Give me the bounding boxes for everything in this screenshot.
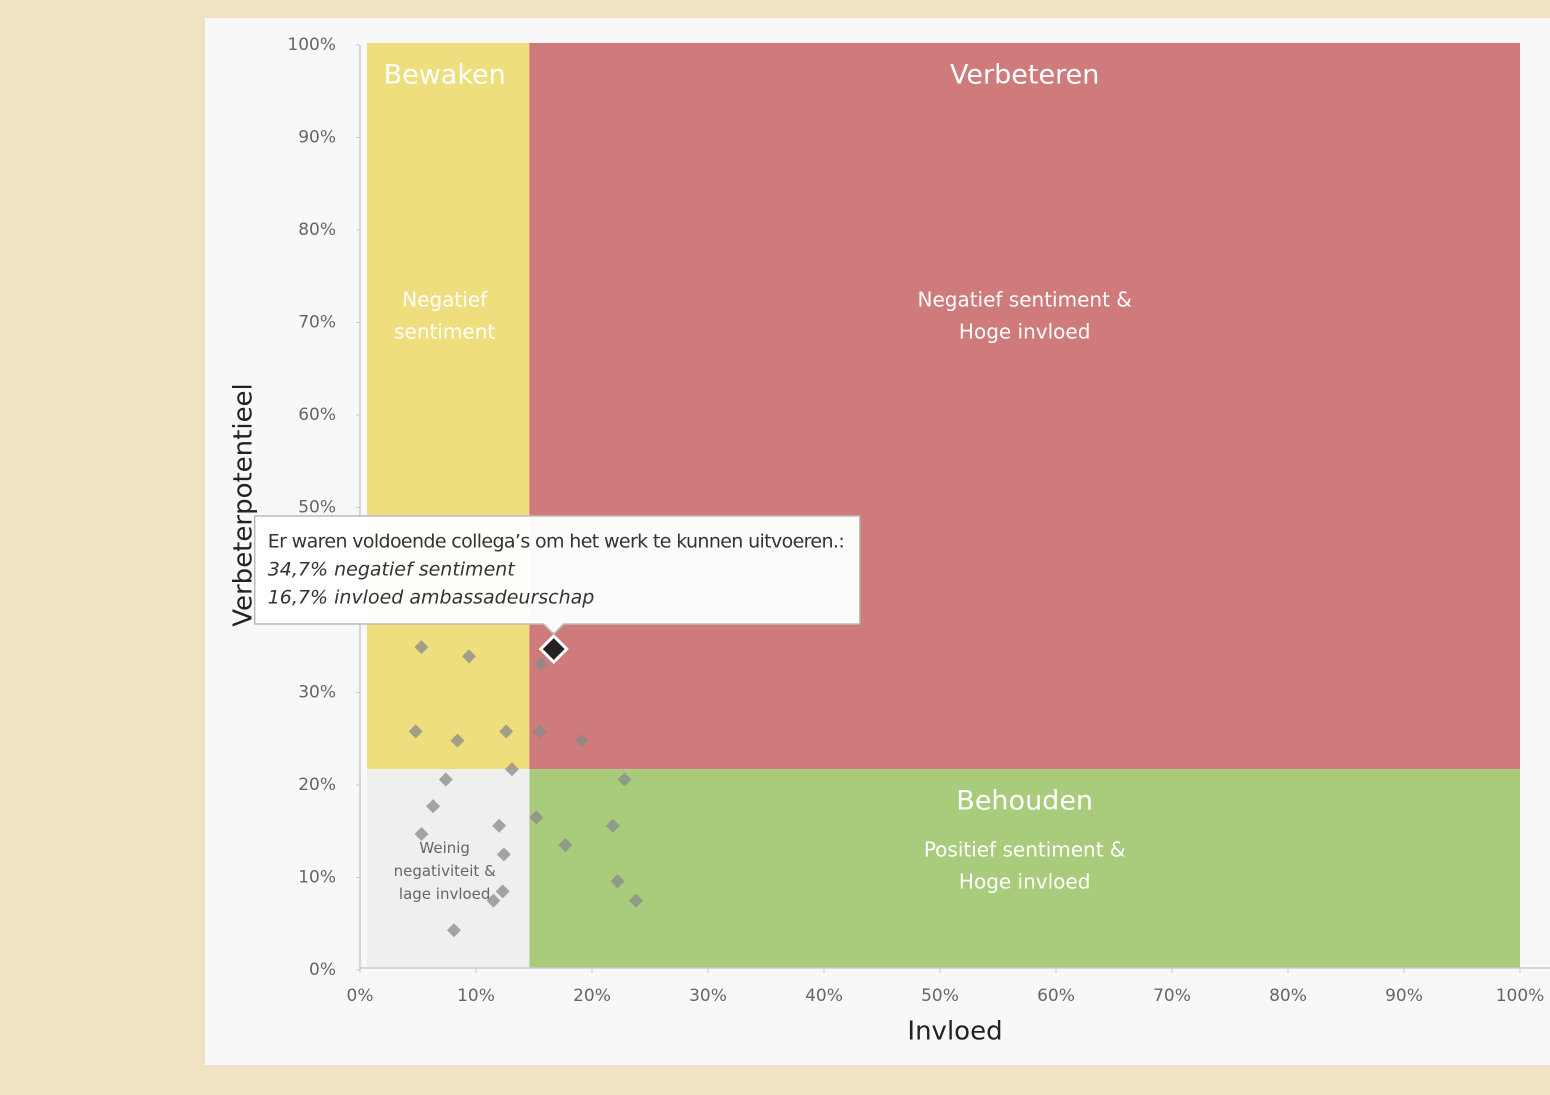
quadrant-label: Weinig xyxy=(419,839,470,857)
y-tick-label: 60% xyxy=(298,405,336,425)
x-tick-label: 70% xyxy=(1153,986,1191,1006)
quadrant-label: Negatief sentiment & xyxy=(917,288,1131,312)
quadrant-label: Hoge invloed xyxy=(959,870,1091,894)
x-tick-label: 100% xyxy=(1496,986,1545,1006)
quadrant-label: Hoge invloed xyxy=(959,320,1091,344)
y-tick-label: 90% xyxy=(298,128,336,148)
x-axis-title: Invloed xyxy=(907,1017,1002,1047)
y-tick-label: 100% xyxy=(287,35,336,55)
y-tick-label: 70% xyxy=(298,313,336,333)
x-tick-label: 40% xyxy=(805,986,843,1006)
quadrant-label: sentiment xyxy=(394,320,495,344)
x-tick-label: 90% xyxy=(1385,986,1423,1006)
y-tick-label: 20% xyxy=(298,775,336,795)
quadrant-title: Verbeteren xyxy=(950,60,1099,91)
quadrant xyxy=(529,43,1520,769)
y-tick-label: 10% xyxy=(298,868,336,888)
x-tick-label: 10% xyxy=(457,986,495,1006)
tooltip-line: Er waren voldoende collega’s om het werk… xyxy=(268,531,845,553)
x-tick-label: 60% xyxy=(1037,986,1075,1006)
y-tick-label: 30% xyxy=(298,683,336,703)
x-tick-label: 20% xyxy=(573,986,611,1006)
quadrant-label: negativiteit & xyxy=(394,862,496,880)
chart: Invloed Verbeterpotentieel BewakenNegati… xyxy=(0,0,1550,1095)
y-tick-label: 80% xyxy=(298,220,336,240)
x-tick-label: 0% xyxy=(347,986,374,1006)
x-tick-label: 50% xyxy=(921,986,959,1006)
y-tick-label: 0% xyxy=(309,960,336,980)
tooltip-line: 34,7% negatief sentiment xyxy=(268,559,517,581)
quadrant-label: Positief sentiment & xyxy=(924,838,1126,862)
x-tick-label: 80% xyxy=(1269,986,1307,1006)
x-tick-label: 30% xyxy=(689,986,727,1006)
quadrant-label: lage invloed xyxy=(399,885,491,903)
y-tick-label: 50% xyxy=(298,498,336,518)
tooltip-line: 16,7% invloed ambassadeurschap xyxy=(268,587,595,609)
quadrant-label: Negatief xyxy=(402,288,488,312)
quadrant-title: Bewaken xyxy=(384,60,506,91)
quadrant xyxy=(367,43,529,769)
quadrant-title: Behouden xyxy=(956,786,1093,817)
